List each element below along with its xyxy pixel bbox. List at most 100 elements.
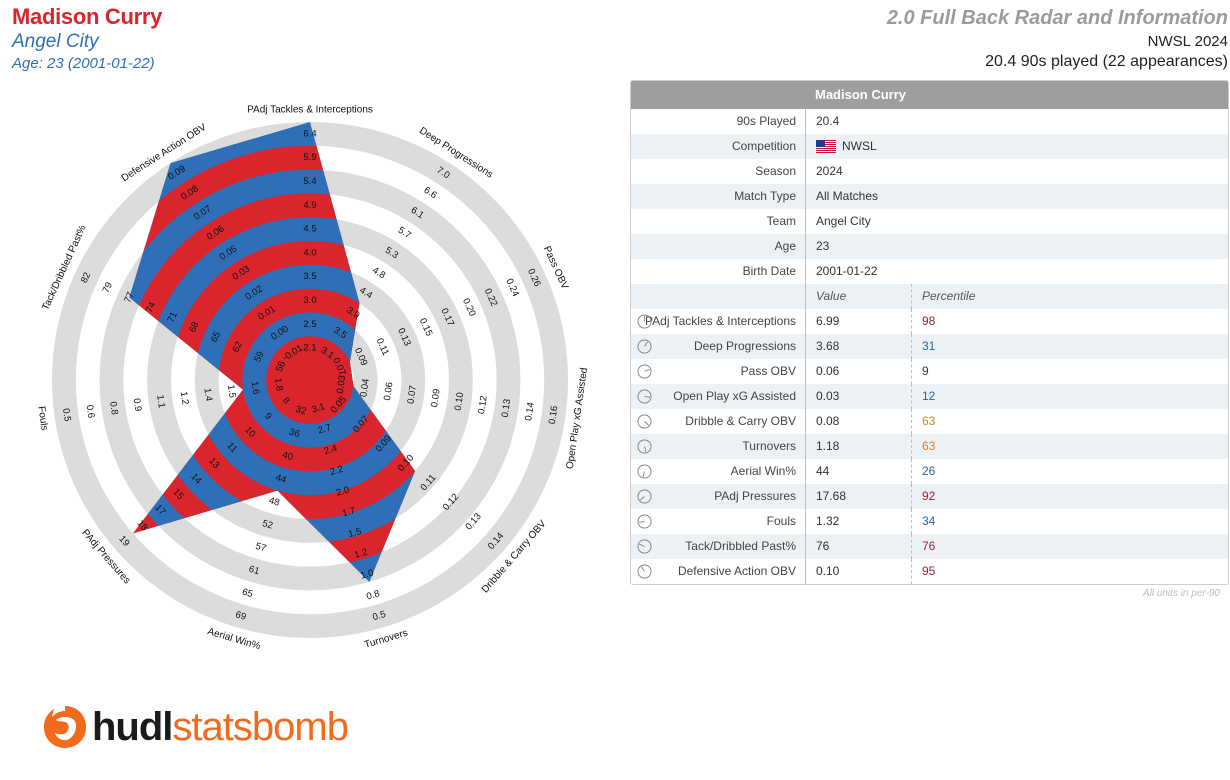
tick-label: 0.6 [84, 404, 97, 419]
tick-label: 2.2 [329, 464, 345, 478]
statsbomb-logo-icon [44, 706, 86, 748]
metric-label: Open Play xG Assisted [673, 389, 796, 403]
metric-label-cell: Dribble & Carry OBV [631, 409, 806, 434]
table-header: Madison Curry [631, 81, 1228, 109]
tick-label: 0.5 [371, 609, 387, 623]
metric-dial-icon [637, 314, 652, 329]
metric-row: Deep Progressions 3.68 31 [631, 334, 1228, 359]
metric-label-cell: Defensive Action OBV [631, 559, 806, 584]
tick-label: 0.09 [429, 388, 443, 408]
info-value: NWSL [842, 139, 877, 153]
info-label: 90s Played [631, 109, 806, 134]
axis-label: Turnovers [363, 628, 409, 651]
radar-chart: 2.1 2.5 3.0 3.5 4.0 4.5 4.9 5.4 5.9 6.4 PAdj Tackl… [35, 105, 590, 653]
axis-label: Fouls [35, 406, 49, 432]
tick-label: 2.1 [303, 343, 316, 354]
metric-dial-icon [637, 464, 652, 479]
tick-label: 1.5 [347, 526, 363, 540]
metric-dial-icon [637, 564, 652, 579]
info-row: Age 23 [631, 234, 1228, 259]
tick-label: 0.14 [523, 402, 537, 422]
tick-label: 4.5 [303, 224, 316, 235]
metric-value: 1.18 [816, 439, 840, 453]
tick-label: 0.8 [365, 588, 381, 602]
tick-label: 65 [209, 330, 223, 344]
report-title: 2.0 Full Back Radar and Information [886, 7, 1228, 29]
metric-value: 44 [816, 464, 830, 478]
metric-label: Pass OBV [740, 364, 796, 378]
info-value-cell: All Matches [806, 184, 878, 209]
metric-percentile: 63 [911, 409, 935, 434]
tick-label: 4.0 [303, 247, 316, 258]
metric-value: 76 [816, 539, 830, 553]
info-label: Match Type [631, 184, 806, 209]
tick-label: 0.8 [107, 401, 120, 416]
metric-value: 0.03 [816, 389, 840, 403]
metric-row: PAdj Pressures 17.68 92 [631, 484, 1228, 509]
metric-value: 0.06 [816, 364, 840, 378]
report-header: 2.0 Full Back Radar and Information NWSL… [887, 6, 1228, 72]
tick-label: 68 [187, 320, 201, 334]
tick-label: 1.6 [248, 381, 261, 396]
metric-percentile: 63 [911, 434, 935, 459]
info-row: Team Angel City [631, 209, 1228, 234]
tick-label: 52 [261, 518, 274, 532]
metric-row: Aerial Win% 44 26 [631, 459, 1228, 484]
metric-value: 0.10 [816, 564, 840, 578]
metric-label-cell: PAdj Tackles & Interceptions [631, 309, 806, 334]
metric-value: 6.99 [816, 314, 840, 328]
player-header: Madison Curry Angel City Age: 23 (2001-0… [12, 4, 162, 74]
info-value: All Matches [816, 189, 879, 203]
tick-label: 74 [144, 300, 158, 314]
metric-percentile: 12 [911, 384, 935, 409]
metric-dial-icon [637, 364, 652, 379]
player-name: Madison Curry [12, 4, 163, 29]
metric-label-cell: Open Play xG Assisted [631, 384, 806, 409]
tick-label: 0.06 [382, 381, 396, 401]
tick-label: 0.9 [131, 398, 144, 413]
age-line: Age: 23 (2001-01-22) [12, 55, 155, 72]
tick-label: 71 [166, 310, 180, 324]
radar-center [290, 360, 330, 400]
info-value-cell: NWSL [806, 134, 877, 159]
tick-label: 8 [280, 395, 292, 406]
info-row: Season 2024 [631, 159, 1228, 184]
metric-row: Tack/Dribbled Past% 76 76 [631, 534, 1228, 559]
tick-label: 5.4 [303, 176, 316, 187]
info-value-cell: 23 [806, 234, 829, 259]
tick-label: 0.04 [358, 378, 372, 398]
info-value-cell: 2024 [806, 159, 843, 184]
metric-label-cell: Pass OBV [631, 359, 806, 384]
info-value-cell: 2001-01-22 [806, 259, 877, 284]
metric-dial-icon [637, 414, 652, 429]
metric-row: Defensive Action OBV 0.10 95 [631, 559, 1228, 584]
metric-label: Defensive Action OBV [677, 564, 796, 578]
metric-label-cell: Tack/Dribbled Past% [631, 534, 806, 559]
tick-label: 0.10 [453, 392, 467, 412]
metric-label: PAdj Pressures [714, 489, 796, 503]
hudl-statsbomb-logo: hudlstatsbomb [42, 703, 349, 751]
tick-label: 0.13 [500, 398, 514, 418]
info-value: 20.4 [816, 114, 840, 128]
info-label: Team [631, 209, 806, 234]
metric-label: PAdj Tackles & Interceptions [645, 314, 796, 328]
metric-label: Dribble & Carry OBV [685, 414, 796, 428]
logo-text-statsbomb: statsbomb [172, 705, 349, 749]
info-table: Madison Curry 90s Played 20.4 Competition N… [630, 80, 1229, 585]
metric-percentile: 95 [911, 559, 935, 584]
info-value-cell: 20.4 [806, 109, 839, 134]
metric-dial-icon [637, 489, 652, 504]
tick-label: 62 [231, 340, 245, 354]
metric-label: Aerial Win% [730, 464, 796, 478]
tick-label: 44 [274, 472, 287, 486]
metric-percentile: 92 [911, 484, 935, 509]
tick-label: 1.2 [353, 547, 369, 561]
tick-label: 0.12 [476, 395, 490, 415]
metric-row: Fouls 1.32 34 [631, 509, 1228, 534]
axis-label: Open Play xG Assisted [565, 367, 590, 470]
tick-label: 2.7 [317, 422, 333, 436]
info-label: Competition [631, 134, 806, 159]
info-row: Birth Date 2001-01-22 [631, 259, 1228, 284]
tick-label: 0.16 [547, 405, 561, 425]
metric-percentile: 31 [911, 334, 935, 359]
